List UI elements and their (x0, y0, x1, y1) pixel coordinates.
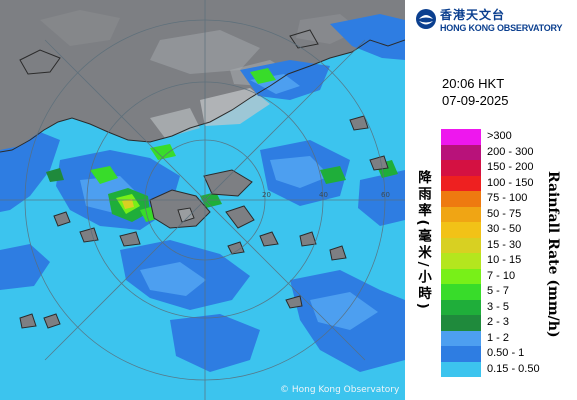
legend-swatch (441, 253, 481, 269)
legend-swatch (441, 175, 481, 191)
copyright-notice: © Hong Kong Observatory (280, 385, 400, 395)
legend-label: 50 - 75 (487, 207, 522, 220)
legend-swatch (441, 361, 481, 377)
legend-label: 100 - 150 (487, 176, 534, 189)
legend-swatch (441, 206, 481, 222)
legend-swatch (441, 160, 481, 176)
radar-map: 20 40 60 © Hong Kong Observatory (0, 0, 405, 400)
legend-label: 30 - 50 (487, 223, 522, 235)
legend-swatch (441, 346, 481, 362)
legend-swatch (441, 222, 481, 238)
legend-label: 7 - 10 (487, 269, 516, 282)
hko-logo: 香港天文台 HONG KONG OBSERVATORY (415, 6, 575, 36)
legend-label: 0.15 - 0.50 (487, 362, 540, 375)
legend-swatch (441, 144, 481, 160)
legend-label: 10 - 15 (487, 254, 522, 266)
legend-label: 0.50 - 1 (487, 347, 525, 359)
legend-label: 3 - 5 (487, 300, 510, 313)
legend-label: 150 - 200 (487, 161, 534, 173)
legend-label: 15 - 30 (487, 238, 522, 251)
legend-label: 200 - 300 (487, 145, 534, 158)
legend-unit-cn: 降雨率(毫米/小時) (415, 170, 431, 312)
hko-logo-icon (416, 9, 436, 29)
legend-swatch (441, 268, 481, 284)
legend-color-bar (441, 129, 481, 377)
legend-swatch (441, 284, 481, 300)
legend-swatch (441, 330, 481, 346)
info-panel: 香港天文台 HONG KONG OBSERVATORY 20:06 HKT 07… (405, 0, 577, 400)
legend-swatch (441, 129, 481, 145)
legend-swatch (441, 299, 481, 315)
range-rings (0, 0, 405, 400)
ring-label-40: 40 (319, 191, 328, 199)
observation-time: 20:06 HKT (442, 76, 505, 91)
org-name-cn: 香港天文台 (440, 8, 506, 22)
legend-swatch (441, 237, 481, 253)
radar-image: 20 40 60 (0, 0, 405, 400)
org-name-en: HONG KONG OBSERVATORY (440, 23, 563, 33)
ring-label-20: 20 (262, 191, 271, 199)
observation-date: 07-09-2025 (442, 93, 509, 108)
legend-label: 75 - 100 (487, 192, 528, 204)
legend-label: 1 - 2 (487, 331, 510, 344)
ring-label-60: 60 (381, 191, 390, 199)
legend-swatch (441, 191, 481, 207)
legend-label: 2 - 3 (487, 316, 510, 328)
legend-label: >300 (487, 130, 512, 142)
legend-unit-en: Rainfall Rate (mm/h) (545, 171, 561, 338)
legend-label: 5 - 7 (487, 285, 510, 297)
legend-swatch (441, 315, 481, 331)
